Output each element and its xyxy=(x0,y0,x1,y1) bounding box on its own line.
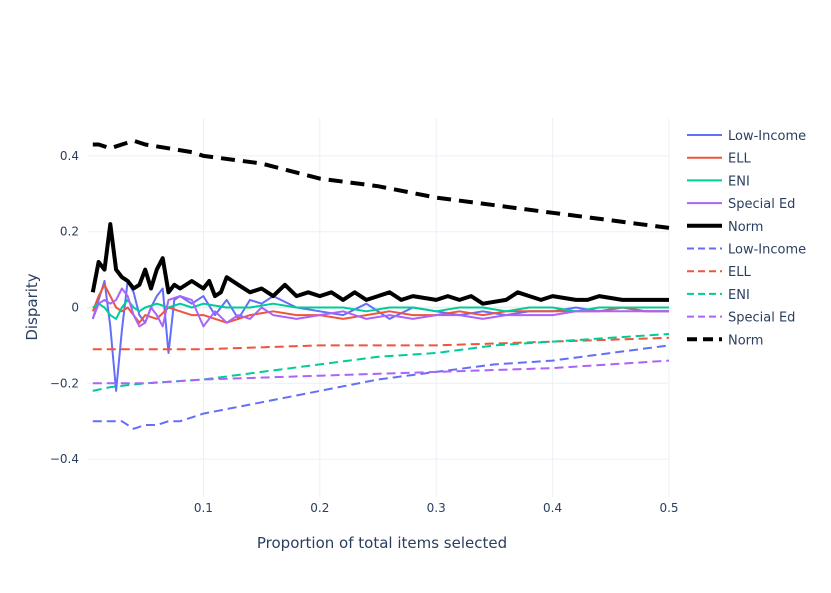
x-tick-label: 0.2 xyxy=(310,501,329,515)
legend-label: Norm xyxy=(728,333,763,348)
legend-item-eni-solid[interactable]: ENI xyxy=(687,174,750,189)
legend-label: Special Ed xyxy=(728,311,795,326)
series-line-ell-solid xyxy=(91,283,669,324)
legend-label: Low-Income xyxy=(728,243,806,258)
y-tick-label: −0.4 xyxy=(50,452,79,466)
legend-item-norm-dashed[interactable]: Norm xyxy=(687,333,763,348)
legend-label: ENI xyxy=(728,174,750,189)
legend-item-eni-dashed[interactable]: ENI xyxy=(687,288,750,303)
x-tick-labels: 0.1 0.2 0.3 0.4 0.5 xyxy=(194,501,679,515)
legend-label: ELL xyxy=(728,265,751,280)
y-tick-label: 0.4 xyxy=(60,149,79,163)
series-line-norm-solid xyxy=(90,222,669,306)
series-line-low-income-dashed xyxy=(92,344,670,430)
legend-label: ENI xyxy=(728,288,750,303)
x-tick-label: 0.5 xyxy=(659,501,678,515)
y-axis-title: Disparity xyxy=(23,273,41,340)
legend-item-low-income-dashed[interactable]: Low-Income xyxy=(687,243,806,258)
y-tick-label: −0.2 xyxy=(50,376,79,390)
x-tick-label: 0.3 xyxy=(427,501,446,515)
legend-item-norm-solid[interactable]: Norm xyxy=(687,220,763,235)
series-layer xyxy=(90,138,670,430)
legend-item-ell-solid[interactable]: ELL xyxy=(687,152,751,167)
y-tick-labels: −0.4 −0.2 0 0.2 0.4 xyxy=(50,149,79,466)
series-line-eni-dashed xyxy=(92,333,670,392)
series-line-norm-dashed xyxy=(92,138,670,230)
legend-label: Special Ed xyxy=(728,197,795,212)
legend-label: Low-Income xyxy=(728,129,806,144)
legend-item-special-ed-dashed[interactable]: Special Ed xyxy=(687,311,795,326)
series-line-special-ed-solid xyxy=(91,287,669,328)
legend-label: Norm xyxy=(728,220,763,235)
series-line-eni-solid xyxy=(92,298,669,320)
series-line-special-ed-dashed xyxy=(92,359,670,385)
y-tick-label: 0.2 xyxy=(60,225,79,239)
y-tick-label: 0 xyxy=(71,301,79,315)
legend-item-special-ed-solid[interactable]: Special Ed xyxy=(687,197,795,212)
x-tick-label: 0.4 xyxy=(543,501,562,515)
x-tick-label: 0.1 xyxy=(194,501,213,515)
legend-item-ell-dashed[interactable]: ELL xyxy=(687,265,751,280)
legend-label: ELL xyxy=(728,152,751,167)
x-axis-title: Proportion of total items selected xyxy=(257,534,507,552)
legend-item-low-income-solid[interactable]: Low-Income xyxy=(687,129,806,144)
legend: Low-Income ELL ENI Special Ed Norm Low-Income… xyxy=(687,129,806,348)
